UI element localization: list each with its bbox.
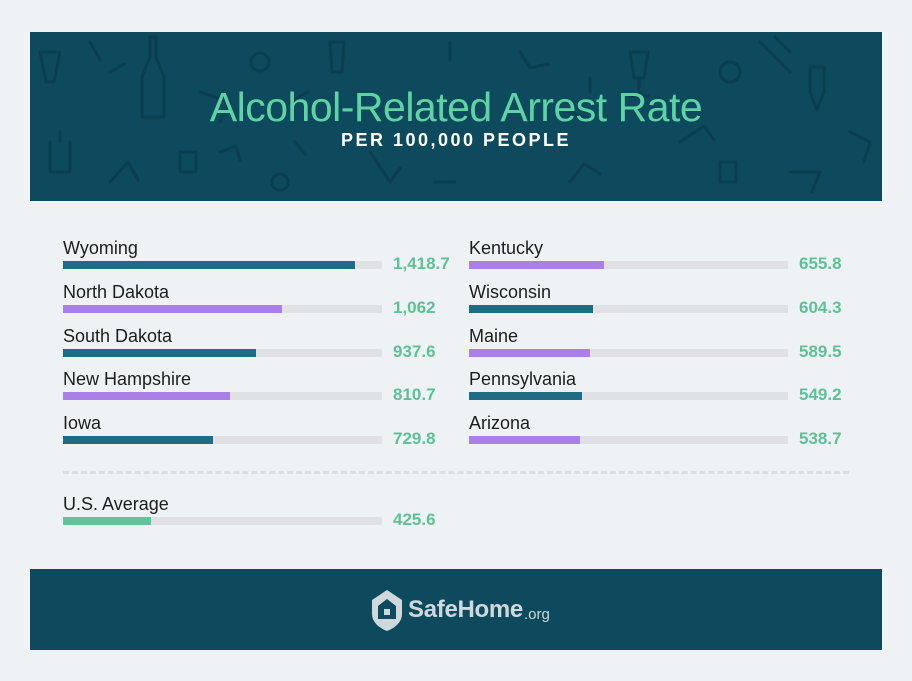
bar-value-label: 1,418.7 <box>393 254 450 273</box>
average-divider <box>63 471 849 474</box>
bar <box>63 392 230 401</box>
bar-label: Maine <box>469 325 519 346</box>
bar-value-label: 549.2 <box>799 385 842 405</box>
bar-label: Wisconsin <box>469 281 552 302</box>
bar-label: Iowa <box>63 413 102 434</box>
chart-title: Alcohol-Related Arrest Rate <box>209 84 703 130</box>
bar-value-label: 425.6 <box>393 510 436 529</box>
logo-brand-text: SafeHome <box>408 596 523 623</box>
bar-track <box>63 304 382 313</box>
bar-track <box>469 304 788 313</box>
bar-track <box>63 392 382 401</box>
bar-label: South Dakota <box>63 325 173 346</box>
house-shield-icon <box>372 590 402 631</box>
bar <box>469 261 604 269</box>
bar-label: North Dakota <box>63 281 170 302</box>
bar-value-label: 729.8 <box>393 429 436 449</box>
bar-label: Wyoming <box>63 238 138 258</box>
bar-value-label: 604.3 <box>799 297 842 317</box>
bar-track <box>63 517 382 525</box>
bar <box>469 392 582 401</box>
chart-subtitle: PER 100,000 PEOPLE <box>340 130 572 150</box>
drink-pattern-background <box>38 35 872 194</box>
safehome-logo[interactable]: SafeHome .org <box>370 587 550 633</box>
header-banner: Alcohol-Related Arrest Rate PER 100,000 … <box>30 32 882 201</box>
bar-track <box>469 392 788 401</box>
bar-track <box>63 436 382 445</box>
bar <box>63 517 151 525</box>
footer-banner: SafeHome .org <box>30 569 882 650</box>
bar <box>63 348 256 357</box>
bar <box>63 436 213 445</box>
bar <box>63 304 282 313</box>
bar-label: Kentucky <box>469 238 544 258</box>
bar-label: New Hampshire <box>63 369 192 390</box>
bar-value-label: 937.6 <box>393 341 436 361</box>
bar-value-label: 589.5 <box>799 341 842 361</box>
bar <box>63 261 355 269</box>
bar-track <box>63 261 382 269</box>
bar-label: Arizona <box>469 413 531 434</box>
bar-value-label: 1,062 <box>393 297 436 317</box>
bar-track <box>63 348 382 357</box>
bar <box>469 304 593 313</box>
logo-tld-text: .org <box>523 605 550 623</box>
bar-track <box>469 436 788 445</box>
bar-label: U.S. Average <box>63 494 169 514</box>
bar-value-label: 655.8 <box>799 254 842 273</box>
bar-track <box>469 261 788 269</box>
bar-value-label: 538.7 <box>799 429 842 449</box>
bar-value-label: 810.7 <box>393 385 436 405</box>
bar-label: Pennsylvania <box>469 369 577 390</box>
bar <box>469 348 590 357</box>
bar-track <box>469 348 788 357</box>
bar <box>469 436 580 445</box>
